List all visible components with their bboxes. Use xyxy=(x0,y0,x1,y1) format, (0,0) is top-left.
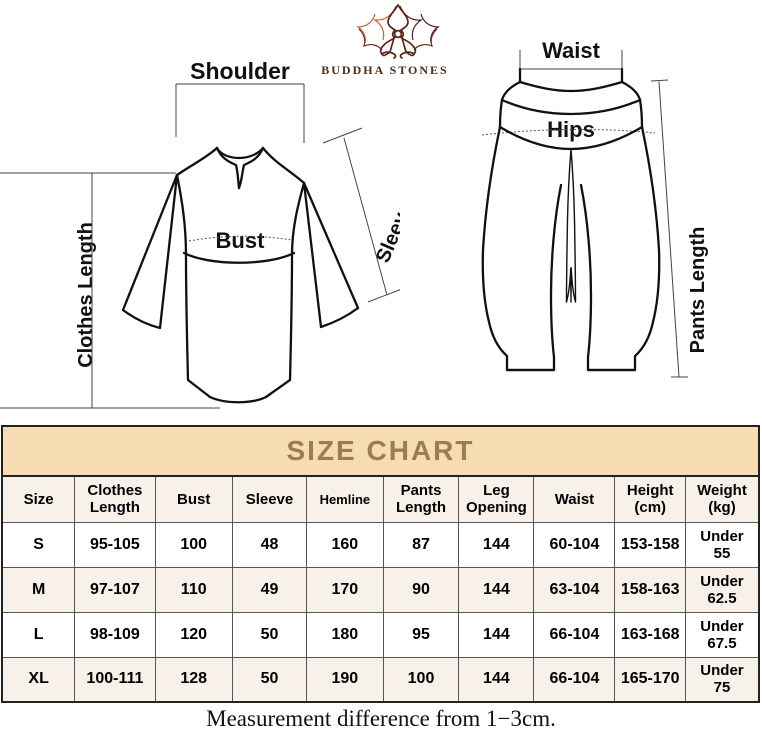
svg-text:Shoulder: Shoulder xyxy=(190,58,290,84)
svg-text:Clothes Length: Clothes Length xyxy=(75,222,97,368)
svg-text:Waist: Waist xyxy=(542,40,601,63)
svg-text:Bust: Bust xyxy=(216,228,266,253)
svg-text:Pants Length: Pants Length xyxy=(687,227,709,354)
